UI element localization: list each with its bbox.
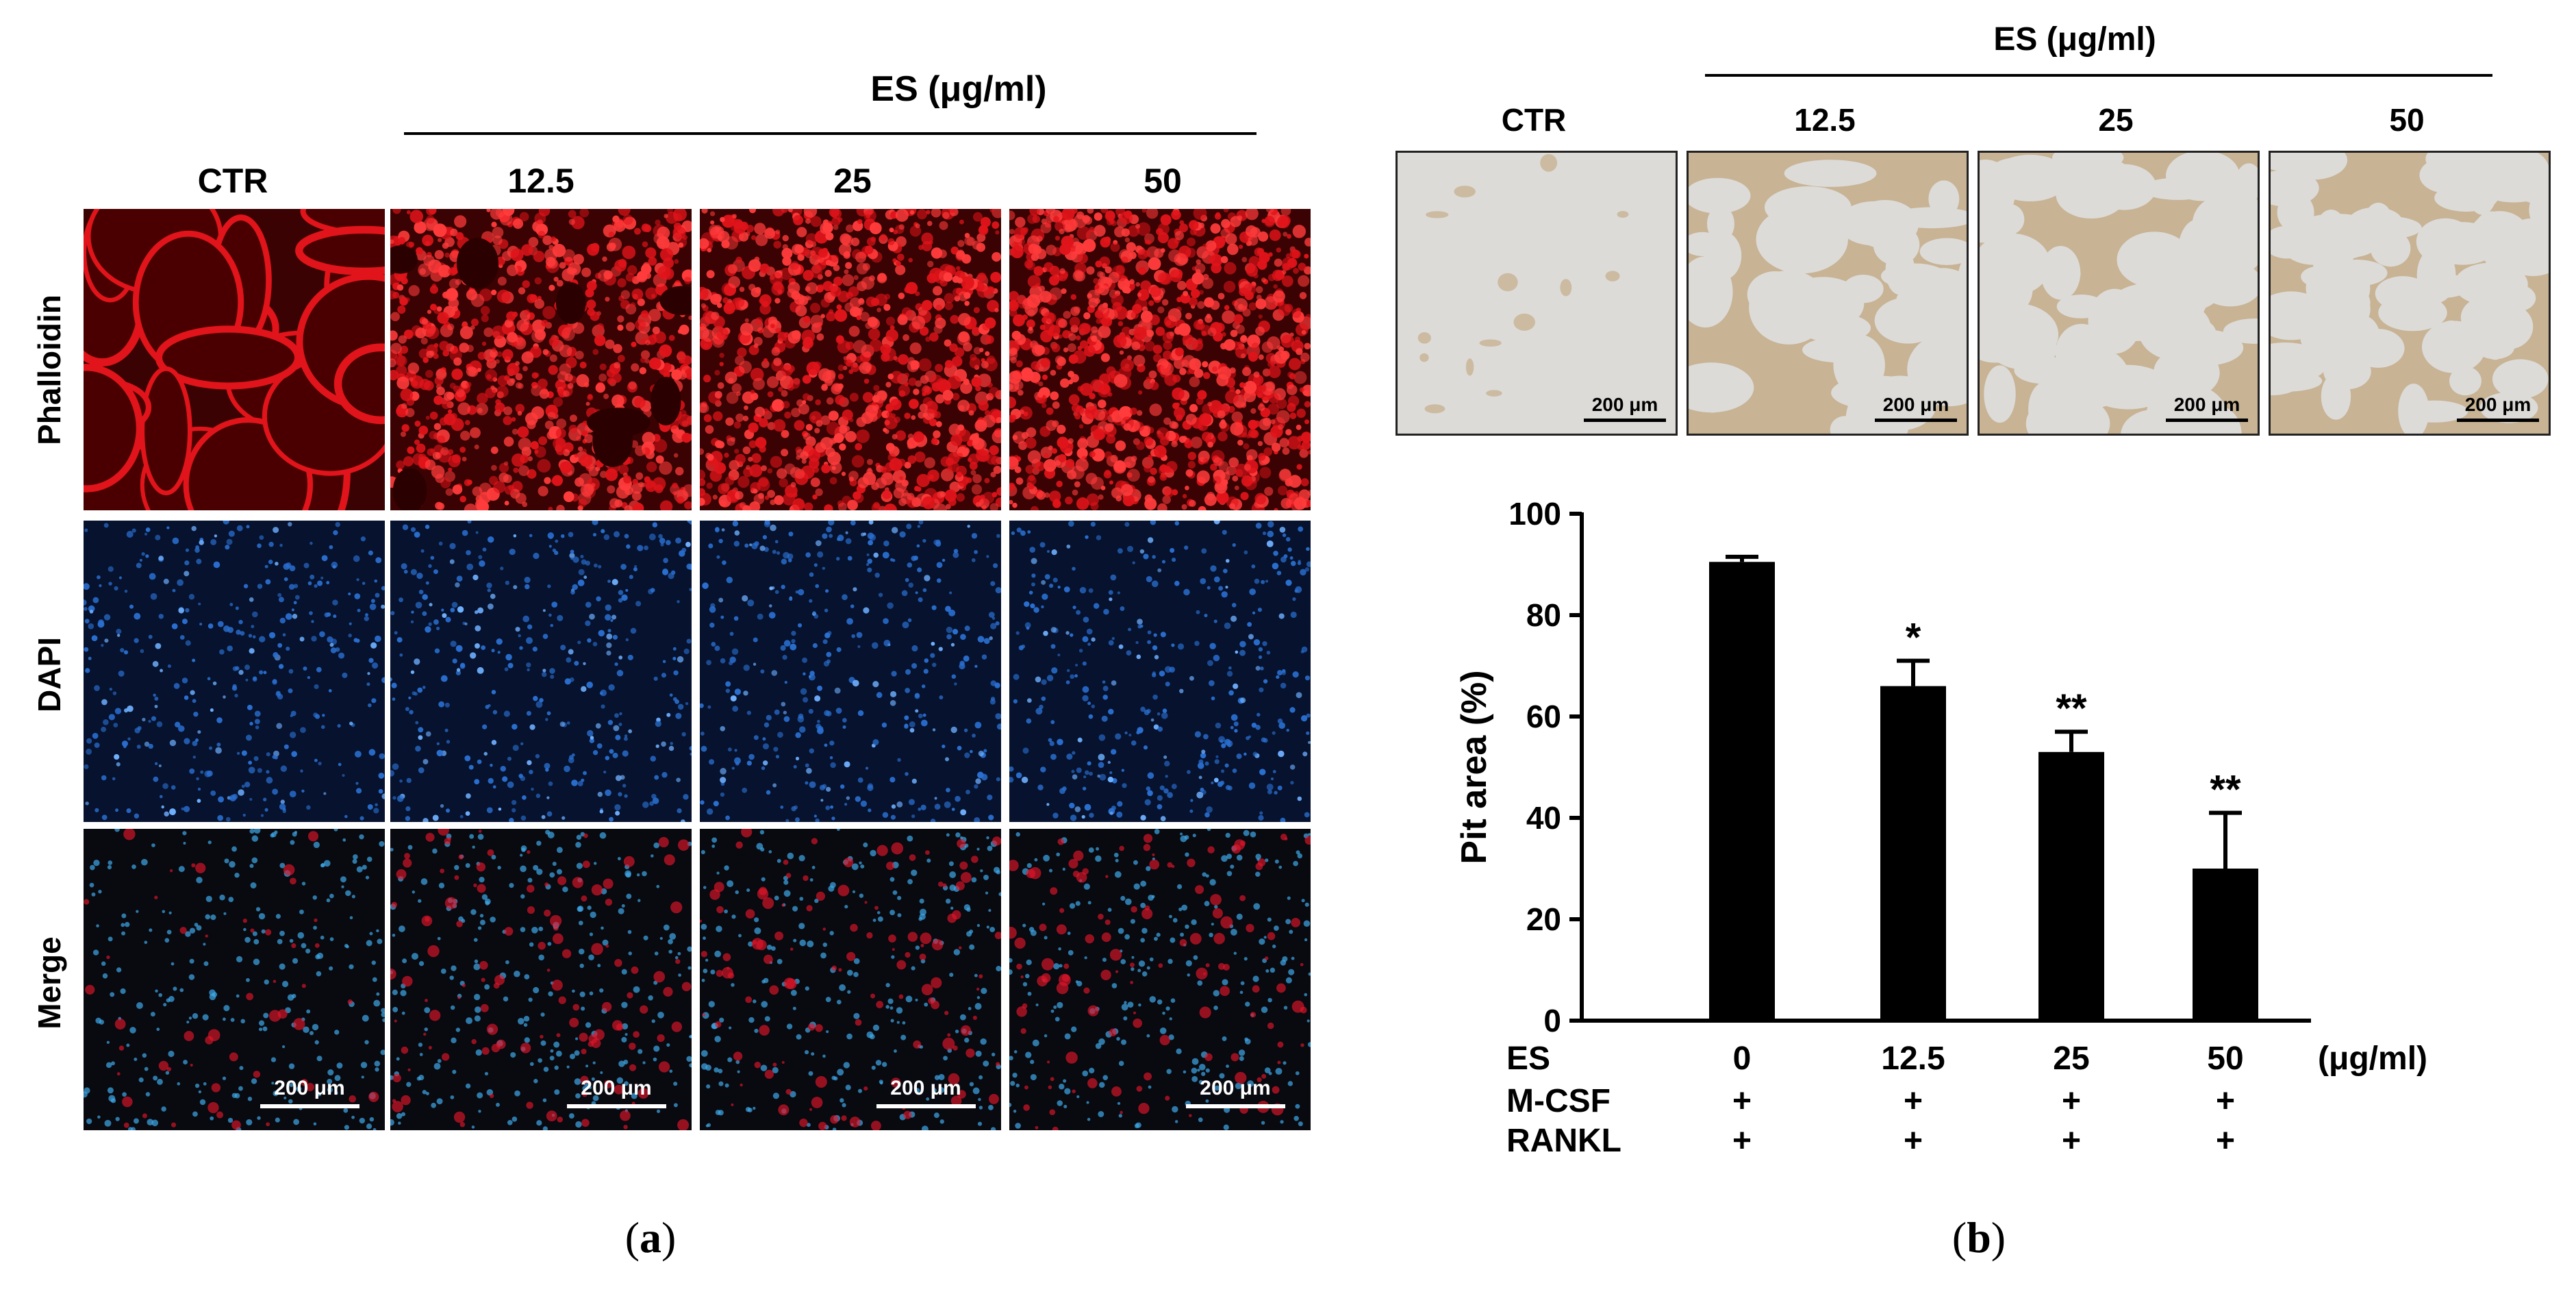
panel-a-group-label: ES (μg/ml) bbox=[870, 69, 1047, 109]
table-row-label: RANKL bbox=[1506, 1123, 1621, 1159]
table-cell: + bbox=[1732, 1083, 1752, 1119]
panel-b-group-label: ES (μg/ml) bbox=[1993, 21, 2156, 58]
panel-b-col-12-5: 12.5 bbox=[1794, 102, 1856, 138]
table-cell: + bbox=[2061, 1123, 2082, 1159]
micrograph-merge-4: 200 μm bbox=[1009, 829, 1311, 1130]
pit-image-3: 200 μm bbox=[1978, 151, 2260, 436]
pit-image-1: 200 μm bbox=[1396, 151, 1678, 436]
panel-a-row-dapi: DAPI bbox=[31, 637, 67, 712]
scale-bar bbox=[2457, 419, 2539, 422]
panel-a-col-ctr: CTR bbox=[197, 162, 268, 200]
scale-bar-label: 200 μm bbox=[1591, 394, 1658, 415]
panel-b-group-line bbox=[1705, 74, 2492, 77]
scale-bar-label: 200 μm bbox=[1200, 1077, 1271, 1099]
scale-bar-label: 200 μm bbox=[581, 1077, 652, 1099]
panel-a-caption-letter: a bbox=[640, 1213, 661, 1262]
table-unit: (μg/ml) bbox=[2318, 1040, 2428, 1077]
panel-a-col-25: 25 bbox=[833, 162, 872, 200]
significance-mark: * bbox=[1906, 616, 1921, 660]
bar-12.5 bbox=[1880, 686, 1946, 1021]
scale-bar bbox=[2166, 419, 2248, 422]
table-cell: + bbox=[1732, 1123, 1752, 1159]
scale-bar-label: 200 μm bbox=[1882, 394, 1949, 415]
micrograph-merge-2: 200 μm bbox=[390, 829, 692, 1130]
panel-b-caption: (b) bbox=[1952, 1213, 2006, 1262]
panel-b-col-ctr: CTR bbox=[1501, 102, 1567, 138]
table-cell: 25 bbox=[2053, 1040, 2090, 1077]
panel-a-caption: (a) bbox=[624, 1213, 677, 1262]
micrograph-dapi-2 bbox=[390, 521, 692, 822]
scale-bar bbox=[1875, 419, 1957, 422]
table-cell: + bbox=[2215, 1083, 2236, 1119]
pit-image-2: 200 μm bbox=[1687, 151, 1969, 436]
scale-bar-label: 200 μm bbox=[890, 1077, 961, 1099]
table-cell: + bbox=[2215, 1123, 2236, 1159]
micrograph-merge-3: 200 μm bbox=[700, 829, 1001, 1130]
scale-bar-label: 200 μm bbox=[2173, 394, 2240, 415]
bar-0 bbox=[1709, 562, 1775, 1021]
y-tick-label: 20 bbox=[1526, 901, 1561, 937]
scale-bar-label: 200 μm bbox=[2464, 394, 2531, 415]
micrograph-dapi-1 bbox=[84, 521, 385, 822]
bar-25 bbox=[2038, 751, 2104, 1021]
table-row-label: ES bbox=[1506, 1040, 1551, 1077]
table-row-label: M-CSF bbox=[1506, 1083, 1611, 1119]
table-cell: 0 bbox=[1732, 1040, 1752, 1077]
micrograph-phalloidin-3 bbox=[700, 209, 1001, 510]
y-tick-label: 100 bbox=[1508, 496, 1561, 532]
micrograph-merge-1: 200 μm bbox=[84, 829, 385, 1130]
significance-mark: ** bbox=[2210, 768, 2241, 812]
micrograph-phalloidin-2 bbox=[390, 209, 692, 510]
micrograph-phalloidin-1 bbox=[84, 209, 385, 510]
panel-a-col-50: 50 bbox=[1144, 162, 1182, 200]
scale-bar bbox=[1186, 1104, 1285, 1108]
y-axis-label: Pit area (%) bbox=[1454, 670, 1494, 864]
table-cell: + bbox=[1903, 1083, 1923, 1119]
table-cell: + bbox=[1903, 1123, 1923, 1159]
panel-b-col-25: 25 bbox=[2098, 102, 2134, 138]
y-tick-label: 80 bbox=[1526, 597, 1561, 633]
y-tick-label: 40 bbox=[1526, 800, 1561, 836]
scale-bar-label: 200 μm bbox=[274, 1077, 345, 1099]
table-cell: + bbox=[2061, 1083, 2082, 1119]
y-tick-label: 0 bbox=[1543, 1003, 1561, 1038]
panel-a-group-line bbox=[404, 132, 1257, 135]
scale-bar bbox=[260, 1104, 359, 1108]
panel-a-col-12-5: 12.5 bbox=[507, 162, 574, 200]
scale-bar bbox=[1584, 419, 1666, 422]
panel-a-row-merge: Merge bbox=[31, 936, 67, 1030]
micrograph-dapi-3 bbox=[700, 521, 1001, 822]
y-tick-label: 60 bbox=[1526, 699, 1561, 734]
scale-bar bbox=[567, 1104, 666, 1108]
micrograph-dapi-4 bbox=[1009, 521, 1311, 822]
panel-a-row-phalloidin: Phalloidin bbox=[31, 295, 67, 445]
panel-b-caption-letter: b bbox=[1967, 1213, 1991, 1262]
scale-bar bbox=[876, 1104, 976, 1108]
micrograph-phalloidin-4 bbox=[1009, 209, 1311, 510]
table-cell: 12.5 bbox=[1881, 1040, 1945, 1077]
bar-50 bbox=[2193, 869, 2258, 1021]
table-cell: 50 bbox=[2207, 1040, 2244, 1077]
panel-b-col-50: 50 bbox=[2389, 102, 2425, 138]
pit-image-4: 200 μm bbox=[2269, 151, 2551, 436]
significance-mark: ** bbox=[2056, 686, 2087, 731]
